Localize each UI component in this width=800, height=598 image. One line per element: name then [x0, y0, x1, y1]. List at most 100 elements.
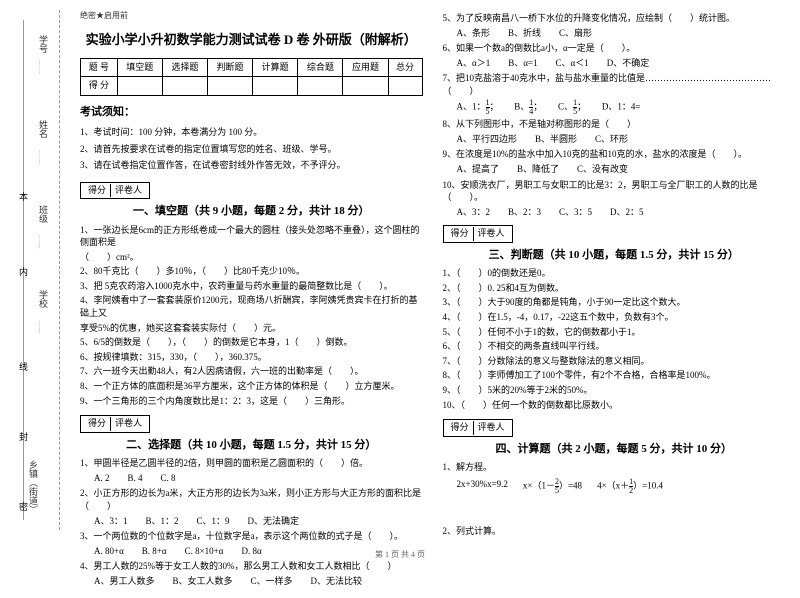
score-label: 得分 — [84, 184, 111, 198]
exam-title: 实验小学小升初数学能力测试试卷 D 卷 外研版（附解析） — [80, 30, 423, 50]
opt-c: C、 — [558, 102, 573, 112]
confidential-label: 绝密★启用前 — [80, 10, 423, 22]
cell — [388, 77, 422, 96]
section-4-title: 四、计算题（共 2 小题，每题 5 分，共计 10 分） — [443, 441, 786, 458]
section-1-title: 一、填空题（共 9 小题，每题 2 分，共计 18 分） — [80, 203, 423, 220]
question: 4、李阿姨看中了一套套装原价1200元，现商场八折酬宾，李阿姨凭贵宾卡在打折的基… — [80, 294, 423, 319]
question: 7、六一班今天出勤48人，有2人因病请假，六一班的出勤率是（ ）。 — [80, 365, 423, 378]
notice-item: 2、请首先按要求在试卷的指定位置填写您的姓名、班级、学号。 — [80, 143, 423, 157]
fraction: 15 — [486, 99, 490, 116]
question: 10、安顺洗衣厂，男职工与女职工的比是3：2，男职工与全厂职工的人数的比是（ ）… — [443, 179, 786, 204]
margin-label-name: 姓名 — [37, 120, 50, 138]
score-box: 得分评卷人 — [80, 415, 150, 433]
content: 绝密★启用前 实验小学小升初数学能力测试试卷 D 卷 外研版（附解析） 题 号 … — [80, 10, 785, 588]
score-box: 得分评卷人 — [443, 419, 513, 437]
seal-char: 封 — [19, 430, 28, 443]
question: 6、（ ）不相交的两条直线叫平行线。 — [443, 340, 786, 353]
seal-char: 本 — [19, 190, 28, 203]
options: A、3：1 B、1：2 C、1：9 D、无法确定 — [94, 515, 423, 529]
question: 4、男工人数的25%等于女工人数的30%，那么男工人数和女工人数相比（ ） — [80, 560, 423, 573]
notice-item: 1、考试时间：100 分钟，本卷满分为 100 分。 — [80, 126, 423, 140]
margin-label-id: 学号 — [37, 35, 50, 53]
question: 享受5%的优惠，她买这套套装实际付（ ）元。 — [80, 322, 423, 335]
grader-label: 评卷人 — [474, 227, 509, 241]
cell: 综合题 — [298, 58, 343, 77]
cell: 得 分 — [81, 77, 118, 96]
question: 8、从下列图形中，不是轴对称图形的是（ ） — [443, 118, 786, 131]
grader-label: 评卷人 — [474, 421, 509, 435]
margin-dots: …… — [37, 235, 45, 249]
options: A、男工人数多 B、女工人数多 C、一样多 D、无法比较 — [94, 575, 423, 589]
question: 2、列式计算。 — [443, 525, 786, 538]
question: 10、（ ）任何一个数的倒数都比原数小。 — [443, 399, 786, 412]
section-2-title: 二、选择题（共 10 小题，每题 1.5 分，共计 15 分） — [80, 437, 423, 454]
cell: 计算题 — [253, 58, 298, 77]
cell: 题 号 — [81, 58, 118, 77]
score-label: 得分 — [447, 421, 474, 435]
question: 9、在浓度是10%的盐水中加入10克的盐和10克的水，盐水的浓度是（ ）。 — [443, 148, 786, 161]
fraction: 14 — [529, 99, 533, 116]
question: 1、解方程。 — [443, 461, 786, 474]
question: 6、如果一个数a的倒数比a小，α一定是（ ）。 — [443, 42, 786, 55]
options: A、提高了 B、降低了 C、没有改变 — [457, 163, 786, 177]
question: 1、（ ）0的倒数还是0。 — [443, 267, 786, 280]
question: 9、（ ）5米的20%等于2米的50%。 — [443, 384, 786, 397]
margin-label-town: 乡镇（街道） — [27, 460, 40, 514]
options: A、条形 B、折线 C、扇形 — [457, 27, 786, 41]
seal-char: 内 — [19, 265, 28, 278]
question: 8、一个正方体的底面积是36平方厘米，这个正方体的体积是（ ）立方厘米。 — [80, 380, 423, 393]
opt-b: B、 — [514, 102, 529, 112]
table-row: 题 号 填空题 选择题 判断题 计算题 综合题 应用题 总分 — [81, 58, 423, 77]
margin-dots: …… — [37, 60, 45, 74]
opt-d: D、1：4= — [602, 102, 641, 112]
binding-margin: 学号 …… 姓名 …… 班级 …… 学校 …… 乡镇（街道） 本 内 线 封 密 — [15, 10, 60, 530]
question: 5、（ ）任何不小于1的数，它的倒数都小于1。 — [443, 326, 786, 339]
question: 1、甲圆半径是乙圆半径的2倍，则甲圆的面积是乙圆面积的（ ）倍。 — [80, 457, 423, 470]
cell — [207, 77, 252, 96]
question: （ ）cm²。 — [80, 251, 423, 264]
margin-label-class: 班级 — [37, 205, 50, 223]
cell: 应用题 — [343, 58, 388, 77]
right-column: 5、为了反映南昌八一桥下水位的升降变化情况，应绘制（ ）统计图。 A、条形 B、… — [443, 10, 786, 588]
question: 5、6/5的倒数是（ ），（ ）的倒数是它本身，1（ ）倒数。 — [80, 336, 423, 349]
question: 2、（ ）0. 25和4互为倒数。 — [443, 282, 786, 295]
score-table: 题 号 填空题 选择题 判断题 计算题 综合题 应用题 总分 得 分 — [80, 58, 423, 96]
question: 3、一个两位数的个位数字是a，十位数字是a，表示这个两位数的式子是（ ）。 — [80, 530, 423, 543]
question: 7、把10克盐溶于40克水中，盐与盐水重量的比值是……………………………………（… — [443, 72, 786, 97]
options: A、1：15； B、14； C、15； D、1：4= — [457, 99, 786, 116]
equation-row: 2x+30%x=9.2 x×（1－25）=48 4×（x＋12）=10.4 — [457, 478, 786, 495]
question: 6、按规律填数：315，330，（ ），360.375。 — [80, 351, 423, 364]
seal-char: 密 — [19, 500, 28, 513]
cell: 总分 — [388, 58, 422, 77]
margin-label-school: 学校 — [37, 290, 50, 308]
options: A、3：2 B、2：3 C、3：5 D、2：5 — [457, 206, 786, 220]
margin-dots: …… — [37, 320, 45, 334]
grader-label: 评卷人 — [111, 184, 146, 198]
question: 2、小正方形的边长为a米，大正方形的边长为3a米，则小正方形与大正方形的面积比是… — [80, 487, 423, 512]
page: 学号 …… 姓名 …… 班级 …… 学校 …… 乡镇（街道） 本 内 线 封 密… — [0, 0, 800, 598]
cell: 选择题 — [162, 58, 207, 77]
equation: x×（1－25）=48 — [523, 478, 582, 495]
cell — [298, 77, 343, 96]
question: 2、80千克比（ ）多10％，（ ）比80千克少10％。 — [80, 265, 423, 278]
section-3-title: 三、判断题（共 10 小题，每题 1.5 分，共计 15 分） — [443, 247, 786, 264]
notice-title: 考试须知： — [80, 104, 423, 121]
score-box: 得分评卷人 — [443, 225, 513, 243]
question: 3、（ ）大于90度的角都是钝角，小于90一定比这个数大。 — [443, 296, 786, 309]
fraction: 15 — [573, 99, 577, 116]
question: 5、为了反映南昌八一桥下水位的升降变化情况，应绘制（ ）统计图。 — [443, 12, 786, 25]
cell — [253, 77, 298, 96]
grader-label: 评卷人 — [111, 417, 146, 431]
question: 4、（ ）在1.5，-4，0.17，-22这五个数中，负数有3个。 — [443, 311, 786, 324]
opt-a: A、1： — [457, 102, 486, 112]
question: 3、把 5克农药溶入1000克水中，农药重量与药水重量的最简整数比是（ ）。 — [80, 280, 423, 293]
seal-char: 线 — [19, 360, 28, 373]
score-label: 得分 — [84, 417, 111, 431]
cell: 填空题 — [117, 58, 162, 77]
table-row: 得 分 — [81, 77, 423, 96]
left-column: 绝密★启用前 实验小学小升初数学能力测试试卷 D 卷 外研版（附解析） 题 号 … — [80, 10, 423, 588]
options: A. 2 B. 4 C. 8 — [94, 472, 423, 486]
options: A、平行四边形 B、半圆形 C、环形 — [457, 133, 786, 147]
question: 1、一张边长是6cm的正方形纸卷成一个最大的圆柱（接头处忽略不重叠），这个圆柱的… — [80, 224, 423, 249]
score-box: 得分评卷人 — [80, 182, 150, 200]
